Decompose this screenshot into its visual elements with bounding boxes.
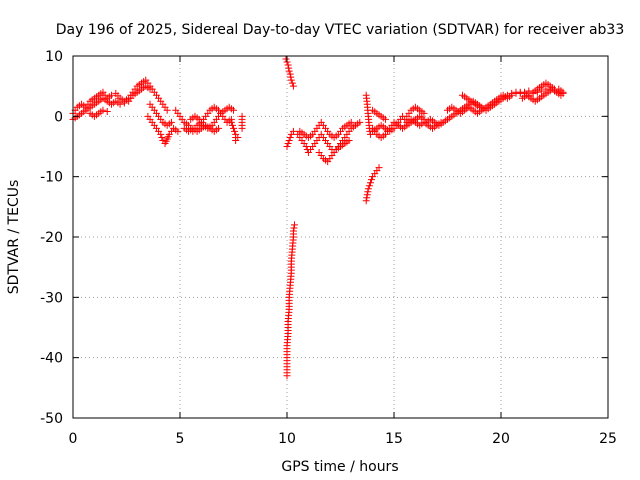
data-point [347, 118, 355, 126]
x-tick-label: 5 [176, 431, 185, 447]
x-tick-label: 10 [278, 431, 296, 447]
data-point [533, 88, 541, 96]
data-point [120, 99, 128, 107]
x-axis-label: GPS time / hours [281, 459, 398, 475]
data-point [174, 127, 182, 135]
data-point [288, 79, 296, 87]
data-point [345, 136, 353, 144]
data-point [557, 91, 565, 99]
data-point [103, 108, 111, 116]
data-point [375, 164, 383, 172]
data-point [363, 194, 371, 202]
data-point [368, 176, 376, 184]
data-point [238, 124, 246, 132]
x-tick-label: 20 [492, 431, 510, 447]
data-point [420, 109, 428, 117]
data-point [290, 221, 298, 229]
data-point [365, 182, 373, 190]
data-point [364, 185, 372, 193]
data-point [284, 139, 292, 147]
y-tick-label: -50 [40, 411, 63, 427]
data-point [228, 121, 236, 129]
axis-ticks [72, 55, 609, 419]
data-point [116, 100, 124, 108]
data-point [476, 103, 484, 111]
y-tick-label: -30 [40, 290, 63, 306]
data-point [362, 197, 370, 205]
data-points [69, 55, 567, 380]
data-point [285, 64, 293, 72]
data-point [366, 179, 374, 187]
data-point [282, 55, 290, 63]
data-point [286, 70, 294, 78]
x-tick-label: 15 [385, 431, 403, 447]
y-tick-label: -10 [40, 170, 63, 186]
y-tick-label: -20 [40, 230, 63, 246]
chart-title: Day 196 of 2025, Sidereal Day-to-day VTE… [56, 22, 625, 38]
y-tick-label: 10 [45, 49, 63, 65]
data-point [287, 76, 295, 84]
data-point [283, 372, 291, 380]
data-point [283, 143, 291, 150]
data-point [363, 191, 371, 199]
data-point [356, 118, 364, 126]
data-point [364, 188, 372, 196]
data-point [157, 130, 165, 138]
data-point [516, 88, 524, 96]
data-point [512, 89, 520, 97]
tick-labels: 0 5 10 15 20 25 -50 -40 -30 -20 -10 0 10 [40, 49, 617, 447]
y-tick-label: -40 [40, 351, 63, 367]
data-point [302, 143, 310, 150]
data-point [285, 136, 293, 144]
data-point [234, 133, 242, 141]
data-point [163, 106, 171, 114]
data-point [215, 124, 223, 132]
data-point [230, 106, 237, 114]
data-point [529, 89, 537, 97]
data-point [167, 118, 175, 126]
data-point [381, 115, 389, 123]
data-point [158, 133, 166, 141]
data-point [284, 61, 292, 69]
y-tick-label: 0 [54, 109, 63, 125]
y-axis-label: SDTVAR / TECUs [6, 180, 22, 295]
x-tick-label: 0 [69, 431, 78, 447]
data-point [287, 73, 295, 81]
data-point [99, 106, 107, 114]
data-point [227, 118, 235, 126]
data-point [108, 91, 116, 99]
data-point [230, 124, 237, 132]
data-point [231, 127, 239, 135]
data-point [289, 127, 297, 135]
data-point [289, 82, 297, 90]
x-tick-label: 25 [599, 431, 617, 447]
data-point [285, 67, 293, 75]
data-point [286, 133, 294, 141]
data-point [146, 85, 154, 93]
data-point [508, 91, 516, 99]
data-point [290, 224, 298, 232]
